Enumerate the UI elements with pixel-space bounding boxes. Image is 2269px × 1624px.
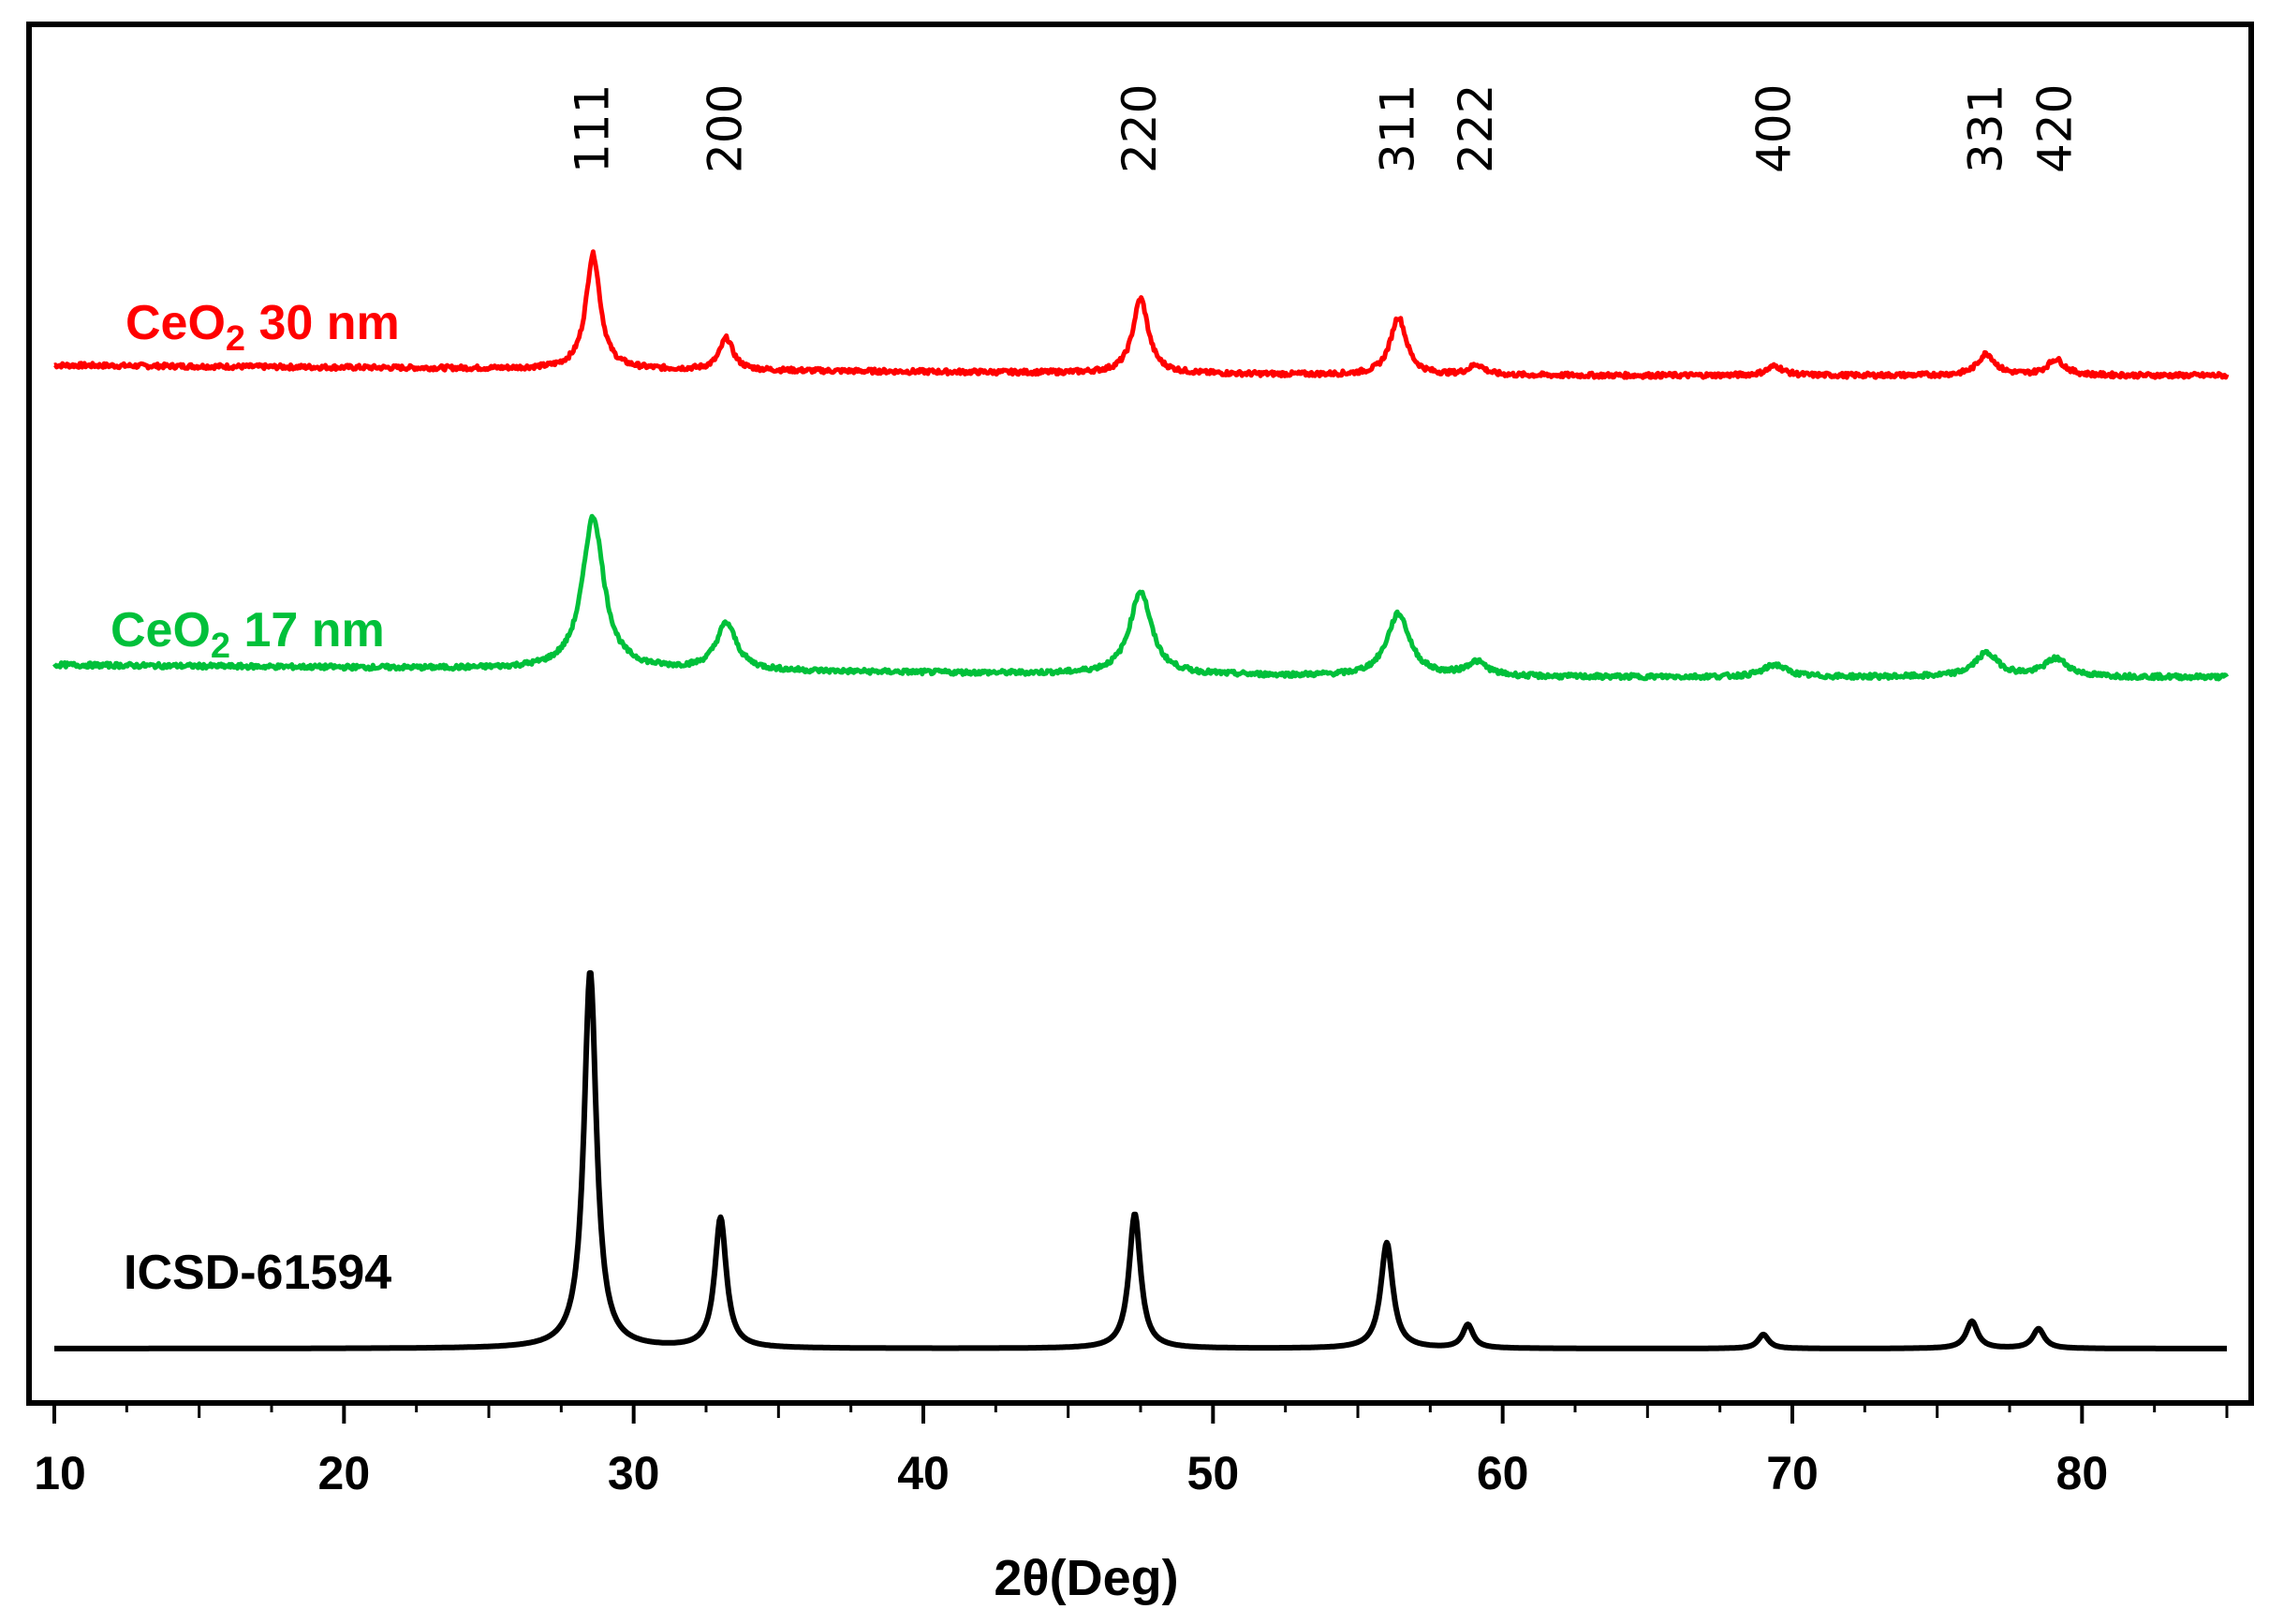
hkl-label: 111 — [565, 84, 619, 173]
hkl-label: 420 — [2027, 84, 2082, 173]
series-traces — [52, 249, 2230, 1351]
series-label-main: CeO — [125, 296, 226, 350]
hkl-label: 220 — [1112, 84, 1167, 173]
x-tick-label: 70 — [1766, 1447, 1819, 1499]
series-label-ceo2-30nm: CeO2 30 nm — [125, 296, 400, 359]
hkl-label: 200 — [699, 84, 753, 173]
series-label-tail: 30 nm — [245, 296, 400, 350]
series-trace-2 — [52, 969, 2229, 1351]
series-label-ceo2-17nm: CeO2 17 nm — [111, 603, 385, 666]
series-labels: CeO2 30 nm CeO2 17 nm ICSD-61594 — [111, 296, 400, 1300]
x-axis-ticks — [52, 1403, 2229, 1424]
series-label-main: CeO — [111, 603, 211, 657]
x-tick-label: 30 — [608, 1447, 660, 1499]
series-trace-0 — [52, 249, 2230, 380]
x-tick-label: 20 — [318, 1447, 371, 1499]
hkl-label: 400 — [1746, 84, 1801, 173]
series-label-subscript: 2 — [211, 627, 230, 666]
x-axis-title: 2θ(Deg) — [994, 1550, 1178, 1606]
x-tick-label: 10 — [34, 1447, 86, 1499]
series-label-icsd: ICSD-61594 — [124, 1246, 391, 1300]
peak-index-labels: 111 200 220 311 222 400 331 420 — [565, 84, 2082, 173]
series-label-subscript: 2 — [226, 319, 245, 359]
x-tick-label: 80 — [2056, 1447, 2109, 1499]
hkl-label: 311 — [1370, 84, 1424, 173]
series-label-tail: 17 nm — [230, 603, 385, 657]
x-tick-label: 50 — [1187, 1447, 1240, 1499]
x-tick-label: 40 — [897, 1447, 950, 1499]
x-tick-label: 60 — [1477, 1447, 1529, 1499]
hkl-label: 331 — [1958, 84, 2012, 173]
hkl-label: 222 — [1449, 84, 1503, 173]
x-axis-tick-labels: 10 20 30 40 50 60 70 80 — [34, 1447, 2108, 1499]
series-trace-1 — [52, 513, 2230, 682]
plot-frame — [26, 22, 2254, 1406]
series-label-main: ICSD-61594 — [124, 1246, 391, 1300]
